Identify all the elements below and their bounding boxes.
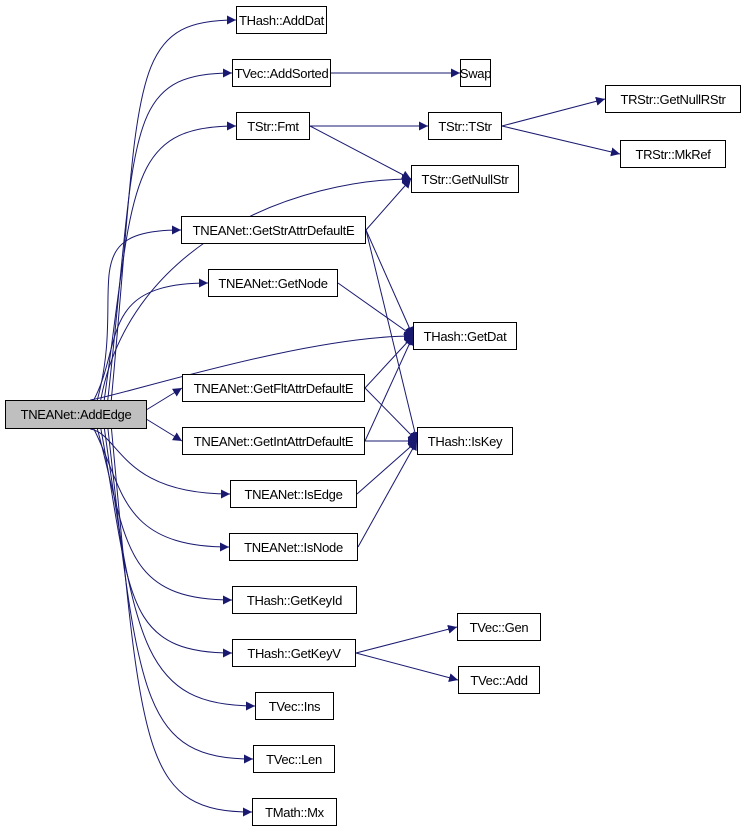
node-adddat[interactable]: THash::AddDat (236, 6, 327, 34)
edge-getkeyv-to-gen (355, 624, 458, 654)
node-mx[interactable]: TMath::Mx (252, 798, 337, 826)
edge-addedge-to-mx (111, 428, 253, 817)
edge-addedge-to-adddat (110, 15, 237, 401)
node-len[interactable]: TVec::Len (253, 745, 335, 773)
edge-getstrattr-to-iskey (365, 229, 420, 442)
node-getnullstr[interactable]: TStr::GetNullStr (411, 165, 519, 193)
node-getkeyv[interactable]: THash::GetKeyV (232, 639, 356, 667)
node-iskey[interactable]: THash::IsKey (417, 427, 513, 455)
edge-getintattr-to-getdat (364, 335, 414, 442)
edge-addedge-to-addsorted (107, 68, 233, 401)
edge-getstrattr-to-getdat (365, 229, 414, 337)
edge-getfltattr-to-getdat (364, 335, 414, 389)
edge-isnode-to-iskey (357, 440, 418, 548)
node-gen[interactable]: TVec::Gen (457, 613, 541, 641)
node-tstr[interactable]: TStr::TStr (428, 112, 502, 140)
node-add[interactable]: TVec::Add (458, 666, 540, 694)
edge-tstr-to-mkref (501, 125, 621, 157)
edge-addedge-to-fmt (103, 121, 237, 401)
edge-getkeyv-to-add (355, 652, 459, 683)
node-addsorted[interactable]: TVec::AddSorted (232, 59, 331, 87)
node-getdat[interactable]: THash::GetDat (413, 322, 517, 350)
edge-getfltattr-to-iskey (364, 387, 418, 442)
node-getnullrstr[interactable]: TRStr::GetNullRStr (605, 85, 741, 113)
edge-getnode-to-getdat (337, 282, 414, 337)
edge-addedge-to-getnode (93, 278, 209, 401)
node-fmt[interactable]: TStr::Fmt (236, 112, 310, 140)
edge-addedge-to-getdat (90, 331, 414, 401)
node-getintattr[interactable]: TNEANet::GetIntAttrDefaultE (182, 427, 365, 455)
edge-addedge-to-getstrattr (96, 225, 182, 401)
edge-addedge-to-getfltattr (146, 387, 183, 410)
edge-addedge-to-getintattr (146, 419, 183, 442)
node-mkref[interactable]: TRStr::MkRef (620, 140, 726, 168)
node-getnode[interactable]: TNEANet::GetNode (208, 269, 338, 297)
node-swap[interactable]: Swap (460, 59, 491, 87)
edge-addedge-to-len (107, 428, 254, 764)
edge-isedge-to-iskey (356, 440, 418, 495)
node-isedge[interactable]: TNEANet::IsEdge (230, 480, 357, 508)
node-ins[interactable]: TVec::Ins (255, 692, 334, 720)
node-addedge: TNEANet::AddEdge (5, 400, 147, 429)
edge-addedge-to-isnode (93, 428, 230, 552)
edge-getstrattr-to-getnullstr (365, 178, 412, 231)
node-getfltattr[interactable]: TNEANet::GetFltAttrDefaultE (182, 374, 365, 402)
node-getstrattr[interactable]: TNEANet::GetStrAttrDefaultE (181, 216, 366, 244)
edge-addedge-to-ins (103, 428, 256, 711)
edge-addedge-to-getkeyv (100, 428, 233, 658)
edge-fmt-to-getnullstr (309, 125, 412, 180)
edge-tstr-to-getnullrstr (501, 96, 606, 127)
edge-addedge-to-isedge (90, 428, 231, 499)
node-isnode[interactable]: TNEANet::IsNode (229, 533, 358, 561)
node-getkeyid[interactable]: THash::GetKeyId (232, 586, 357, 614)
